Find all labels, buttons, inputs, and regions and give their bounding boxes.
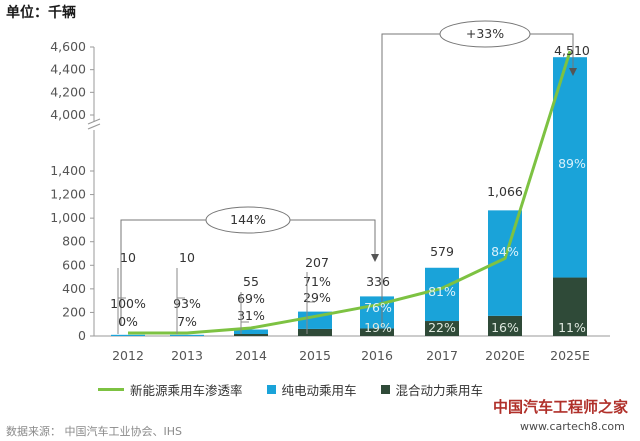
bar-phev bbox=[234, 333, 268, 336]
bar-bev bbox=[234, 329, 268, 334]
annotation-layer: 144% +33% bbox=[120, 20, 577, 326]
bev-share-label: 84% bbox=[491, 244, 519, 259]
bracket-bubble bbox=[205, 206, 291, 234]
x-tick-label: 2020E bbox=[485, 348, 525, 363]
y-tick-label: 1,400 bbox=[50, 163, 86, 178]
legend-item-bev: 纯电动乘用车 bbox=[266, 380, 357, 399]
bar-bev bbox=[425, 267, 459, 322]
total-label: 336 bbox=[366, 274, 390, 289]
legend-item-phev: 混合动力乘用车 bbox=[380, 380, 484, 399]
y-tick-label: 4,000 bbox=[50, 107, 86, 122]
bev-share-label: 100% bbox=[110, 296, 146, 311]
label-leader bbox=[117, 268, 126, 334]
bar-phev bbox=[298, 328, 332, 336]
y-tick-label: 1,000 bbox=[50, 210, 86, 225]
bar-phev bbox=[488, 315, 522, 336]
bracket-label: +33% bbox=[466, 26, 504, 41]
unit-label: 单位：千辆 bbox=[6, 5, 76, 21]
line-layer bbox=[128, 50, 572, 335]
y-tick-label: 4,600 bbox=[50, 39, 86, 54]
bracket-arrowhead bbox=[569, 68, 577, 76]
bracket-line bbox=[381, 33, 574, 326]
phev-share-label: 0% bbox=[118, 314, 138, 329]
x-tick-label: 2013 bbox=[171, 348, 203, 363]
phev-share-label: 22% bbox=[428, 320, 456, 335]
legend-label-bev: 纯电动乘用车 bbox=[281, 383, 357, 398]
bracket-bubble bbox=[439, 20, 531, 48]
total-label: 4,510 bbox=[554, 43, 590, 58]
x-tick-label: 2016 bbox=[361, 348, 393, 363]
bev-share-label: 76% bbox=[364, 300, 392, 315]
bev-share-label: 71% bbox=[303, 274, 331, 289]
x-tick-label: 2025E bbox=[550, 348, 590, 363]
total-label: 207 bbox=[305, 255, 329, 270]
axis-break-mark bbox=[87, 118, 101, 130]
legend-label-penetration: 新能源乘用车渗透率 bbox=[130, 383, 243, 398]
legend-line-swatch bbox=[98, 388, 124, 391]
source-note: 数据来源： 中国汽车工业协会、IHS bbox=[6, 425, 182, 438]
legend-label-phev: 混合动力乘用车 bbox=[395, 383, 484, 398]
bracket-arrowhead bbox=[371, 254, 379, 262]
phev-share-label: 29% bbox=[303, 290, 331, 305]
legend-bev-swatch bbox=[266, 385, 276, 394]
bar-phev bbox=[425, 321, 459, 336]
total-label: 1,066 bbox=[487, 184, 523, 199]
phev-share-label: 31% bbox=[237, 308, 265, 323]
x-tick-label: 2017 bbox=[426, 348, 458, 363]
label-leader bbox=[306, 272, 315, 334]
bar-phev bbox=[360, 328, 394, 336]
bev-share-label: 89% bbox=[558, 156, 586, 171]
growth-bracket-144: 144% bbox=[120, 206, 379, 326]
y-tick-label: 800 bbox=[62, 234, 86, 249]
y-tick-label: 1,200 bbox=[50, 187, 86, 202]
legend: 新能源乘用车渗透率 纯电动乘用车 混合动力乘用车 bbox=[98, 380, 507, 399]
total-label: 579 bbox=[430, 244, 454, 259]
phev-share-label: 16% bbox=[491, 320, 519, 335]
bracket-label: 144% bbox=[230, 212, 266, 227]
phev-share-label: 11% bbox=[558, 320, 586, 335]
phev-share-label: 7% bbox=[177, 314, 197, 329]
bar-bev bbox=[111, 334, 145, 336]
x-tick-label: 2015 bbox=[299, 348, 331, 363]
label-leader bbox=[176, 268, 185, 334]
phev-share-label: 19% bbox=[364, 320, 392, 335]
bar-bev bbox=[170, 334, 204, 336]
y-tick-label: 200 bbox=[62, 304, 86, 319]
axis-layer: 0 200 400 600 800 1,000 1,200 1,400 4,000 4,200 4,… bbox=[50, 39, 610, 363]
total-label: 10 bbox=[120, 250, 136, 265]
watermark-title: 中国汽车工程师之家 bbox=[493, 398, 629, 416]
total-label: 10 bbox=[179, 250, 195, 265]
y-tick-label: 4,400 bbox=[50, 62, 86, 77]
y-tick-label: 400 bbox=[62, 281, 86, 296]
total-label: 55 bbox=[243, 274, 259, 289]
bar-phev bbox=[553, 277, 587, 336]
bev-share-label: 93% bbox=[173, 296, 201, 311]
y-tick-label: 4,200 bbox=[50, 84, 86, 99]
label-layer: 10 10 55 207 336 579 1,066 4,510 100% 93% 69% 71% 76… bbox=[110, 43, 590, 335]
penetration-line bbox=[128, 50, 572, 335]
legend-item-penetration: 新能源乘用车渗透率 bbox=[98, 380, 243, 399]
bev-share-label: 81% bbox=[428, 284, 456, 299]
bev-share-label: 69% bbox=[237, 291, 265, 306]
legend-phev-swatch bbox=[380, 385, 390, 394]
x-tick-label: 2014 bbox=[235, 348, 267, 363]
x-tick-label: 2012 bbox=[112, 348, 144, 363]
bar-bev bbox=[553, 57, 587, 278]
label-leader bbox=[240, 292, 249, 334]
growth-bracket-33: +33% bbox=[381, 20, 577, 326]
y-tick-label: 600 bbox=[62, 257, 86, 272]
y-tick-label: 0 bbox=[78, 328, 86, 343]
watermark-url: www.cartech8.com bbox=[520, 420, 625, 433]
